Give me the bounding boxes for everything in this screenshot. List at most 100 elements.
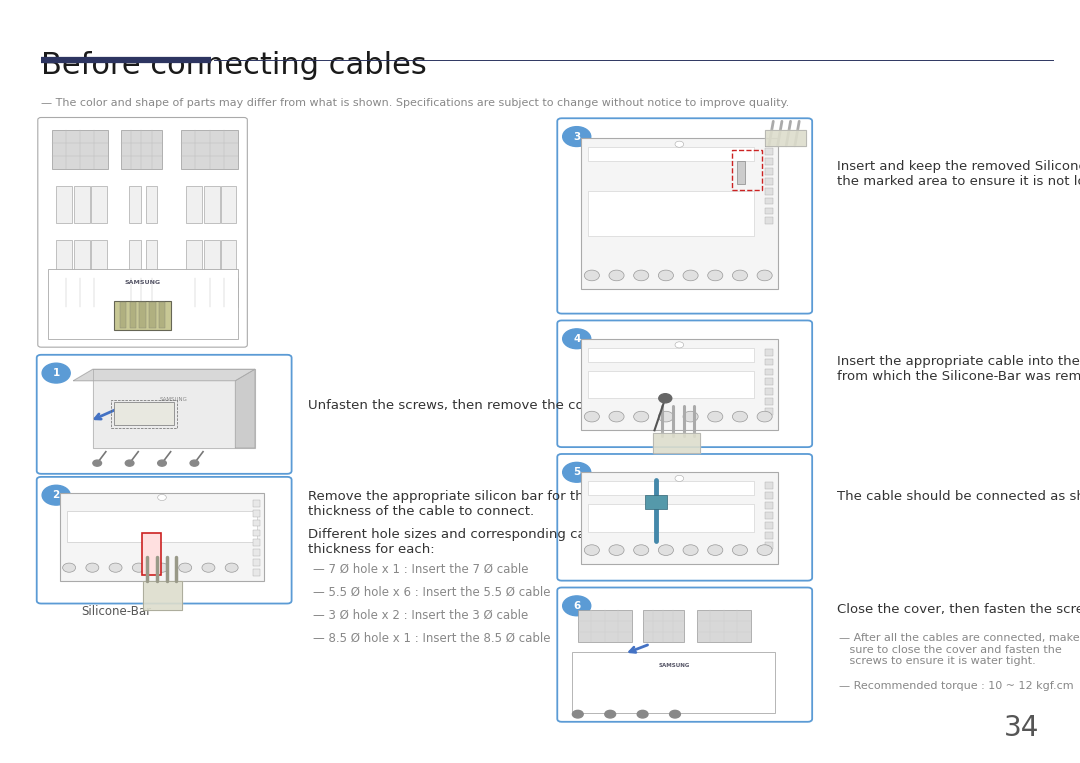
Circle shape xyxy=(637,710,648,718)
Bar xyxy=(159,302,165,328)
Circle shape xyxy=(707,270,723,281)
Bar xyxy=(588,481,754,495)
Bar xyxy=(588,504,754,532)
FancyBboxPatch shape xyxy=(557,454,812,581)
Bar xyxy=(91,318,105,337)
Circle shape xyxy=(683,411,698,422)
Circle shape xyxy=(683,545,698,555)
FancyBboxPatch shape xyxy=(38,118,247,347)
Bar xyxy=(578,610,632,642)
Text: Unfasten the screws, then remove the cover.: Unfasten the screws, then remove the cov… xyxy=(308,399,608,413)
Bar xyxy=(645,495,666,509)
Circle shape xyxy=(572,710,583,718)
Bar xyxy=(578,653,632,682)
Bar xyxy=(181,278,238,307)
FancyBboxPatch shape xyxy=(557,588,812,722)
Bar xyxy=(765,158,773,165)
Bar xyxy=(697,653,751,682)
Bar xyxy=(765,522,773,529)
Circle shape xyxy=(670,710,680,718)
Text: — 3 Ø hole x 2 : Insert the 3 Ø cable: — 3 Ø hole x 2 : Insert the 3 Ø cable xyxy=(313,609,528,622)
Polygon shape xyxy=(235,369,255,448)
Bar xyxy=(765,168,773,175)
Bar xyxy=(181,130,238,169)
Bar xyxy=(114,301,171,330)
Bar xyxy=(765,178,773,185)
Circle shape xyxy=(757,411,772,422)
Circle shape xyxy=(156,563,168,572)
Bar xyxy=(75,240,90,276)
Bar xyxy=(52,278,108,307)
Polygon shape xyxy=(143,581,181,610)
Polygon shape xyxy=(93,369,255,448)
Circle shape xyxy=(190,460,199,466)
Bar xyxy=(765,349,773,356)
Text: — 5.5 Ø hole x 6 : Insert the 5.5 Ø cable: — 5.5 Ø hole x 6 : Insert the 5.5 Ø cabl… xyxy=(313,586,551,599)
Bar xyxy=(643,610,684,642)
Bar xyxy=(253,539,260,546)
Circle shape xyxy=(634,545,649,555)
Bar xyxy=(697,610,751,642)
Circle shape xyxy=(42,485,70,505)
Bar xyxy=(91,186,107,223)
Circle shape xyxy=(133,563,145,572)
Bar xyxy=(765,148,773,155)
Text: Insert and keep the removed Silicone-Bar in
the marked area to ensure it is not : Insert and keep the removed Silicone-Bar… xyxy=(837,160,1080,188)
Text: — 8.5 Ø hole x 1 : Insert the 8.5 Ø cable: — 8.5 Ø hole x 1 : Insert the 8.5 Ø cabl… xyxy=(313,632,551,645)
Bar xyxy=(588,371,754,398)
Bar xyxy=(253,559,260,566)
Bar xyxy=(765,208,773,214)
Text: — Recommended torque : 10 ~ 12 kgf.cm: — Recommended torque : 10 ~ 12 kgf.cm xyxy=(839,681,1074,691)
Bar xyxy=(765,188,773,195)
FancyBboxPatch shape xyxy=(37,477,292,604)
Circle shape xyxy=(659,411,674,422)
Polygon shape xyxy=(73,369,255,381)
Circle shape xyxy=(109,563,122,572)
Bar xyxy=(120,302,126,328)
Bar xyxy=(187,318,201,337)
Bar xyxy=(765,398,773,405)
Circle shape xyxy=(584,270,599,281)
Circle shape xyxy=(659,270,674,281)
Bar xyxy=(737,161,745,184)
Bar xyxy=(765,388,773,395)
Bar xyxy=(130,186,140,223)
Bar xyxy=(204,240,219,276)
Circle shape xyxy=(634,411,649,422)
Polygon shape xyxy=(653,433,700,453)
Circle shape xyxy=(634,270,649,281)
Bar xyxy=(220,240,237,276)
Bar xyxy=(57,318,71,337)
Circle shape xyxy=(158,460,166,466)
Circle shape xyxy=(609,545,624,555)
Circle shape xyxy=(675,475,684,481)
Bar xyxy=(581,472,778,564)
Bar xyxy=(765,378,773,385)
Bar xyxy=(220,318,234,337)
FancyBboxPatch shape xyxy=(37,355,292,474)
Circle shape xyxy=(605,710,616,718)
Text: Insert the appropriate cable into the hole
from which the Silicone-Bar was remov: Insert the appropriate cable into the ho… xyxy=(837,355,1080,383)
FancyBboxPatch shape xyxy=(557,118,812,314)
Text: 34: 34 xyxy=(1003,713,1039,742)
Circle shape xyxy=(732,411,747,422)
Bar xyxy=(121,130,162,169)
Circle shape xyxy=(707,411,723,422)
Text: 5: 5 xyxy=(573,467,580,478)
Circle shape xyxy=(609,270,624,281)
Bar xyxy=(253,500,260,507)
Bar xyxy=(220,186,237,223)
Bar xyxy=(141,533,161,575)
Text: Silicone-Bar: Silicone-Bar xyxy=(82,605,151,618)
Bar xyxy=(581,339,778,430)
Circle shape xyxy=(158,494,166,501)
Bar xyxy=(643,653,684,682)
Bar xyxy=(125,318,158,337)
Bar xyxy=(732,150,762,190)
Circle shape xyxy=(659,394,672,403)
Text: — After all the cables are connected, make
   sure to close the cover and fasten: — After all the cables are connected, ma… xyxy=(839,633,1080,667)
Bar xyxy=(121,278,162,307)
Text: 2: 2 xyxy=(53,490,59,501)
Bar xyxy=(56,186,72,223)
Text: Before connecting cables: Before connecting cables xyxy=(41,51,427,80)
